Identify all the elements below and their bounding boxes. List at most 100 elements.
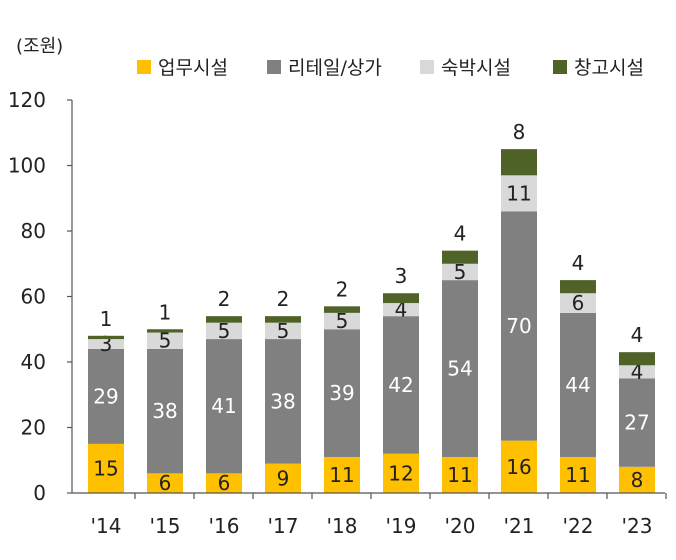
bar-stack: 15 29 31 [88,307,124,493]
data-label: 41 [211,394,236,418]
data-label: 9 [277,466,290,490]
bar-stack: 11 39 5 2 [324,277,360,493]
data-label: 8 [513,120,526,144]
bar-segment [88,339,124,349]
x-tick-label: '15 [150,514,181,538]
bar-segment [619,466,655,493]
legend-label: 업무시설 [158,57,228,79]
legend-item: 숙박시설 [420,57,511,79]
data-label: 5 [218,319,231,343]
x-tick-label: '20 [445,514,476,538]
data-label: 5 [336,309,349,333]
bar-segment [560,456,596,493]
bar-segment [324,456,360,493]
bar-stack: 6 38 5 1 [147,300,183,495]
data-label: 29 [93,384,118,408]
bar-segment [88,335,124,340]
bar-segment [442,250,478,264]
bar-segment [442,280,478,457]
bar-segment [501,149,537,176]
data-label: 5 [454,260,467,284]
legend-label: 숙박시설 [441,57,511,79]
data-label: 4 [395,298,408,322]
data-label: 70 [506,314,531,338]
y-tick-label: 0 [33,481,46,505]
legend-swatch [553,60,567,74]
bar-segment [560,280,596,294]
data-label: 2 [336,277,349,301]
bar-stack: 8 27 4 4 [619,323,655,493]
y-tick-label: 100 [8,154,46,178]
data-label: 12 [388,461,413,485]
data-label: 16 [506,455,531,479]
bars: 1529316385164152938521139521242431154541… [88,120,655,495]
data-label: 39 [329,381,354,405]
bar-segment [501,175,537,212]
data-label: 11 [447,463,472,487]
x-tick-label: '22 [563,514,594,538]
data-label: 54 [447,357,472,381]
legend-swatch [137,60,151,74]
bar-segment [383,303,419,317]
legend: 업무시설 리테일/상가 숙박시설 창고시설 [137,57,644,79]
bar-segment [206,339,242,474]
bar-segment [265,322,301,340]
bar-segment [619,365,655,379]
bar-segment [560,293,596,313]
legend-item: 창고시설 [553,57,644,79]
data-label: 42 [388,373,413,397]
data-label: 11 [506,181,531,205]
bar-stack: 16 70 11 8 [501,120,537,493]
data-label: 5 [277,319,290,343]
x-tick-label: '18 [327,514,358,538]
bar-segment [206,316,242,323]
bar-segment [324,329,360,457]
x-tick-label: '16 [209,514,240,538]
data-label: 4 [454,222,467,246]
data-label: 2 [277,287,290,311]
x-tick-label: '21 [504,514,535,538]
data-label: 38 [270,389,295,413]
unit-label: (조원) [16,36,63,57]
bar-stack: 12 42 4 3 [383,264,419,493]
y-tick-label: 20 [21,416,46,440]
legend-label: 창고시설 [574,57,644,79]
bar-segment [147,473,183,493]
data-label: 2 [218,287,231,311]
bar-segment [383,453,419,493]
y-tick-label: 40 [21,350,46,374]
x-tick-label: '14 [91,514,122,538]
data-label: 27 [624,411,649,435]
bar-segment [147,329,183,333]
bar-segment [383,293,419,304]
bar-segment [147,332,183,349]
y-tick-label: 120 [8,88,46,112]
bar-segment [383,316,419,454]
y-axis: 0 20 40 60 80 100 120 [8,88,73,505]
bar-segment [560,312,596,457]
x-tick-label: '17 [268,514,299,538]
bar-stack: 6 41 5 2 [206,287,242,495]
data-label: 44 [565,373,590,397]
bar-segment [265,339,301,464]
bar-segment [265,463,301,493]
data-label: 8 [631,468,644,492]
legend-item: 리테일/상가 [267,57,382,79]
bar-segment [501,211,537,441]
x-tick-label: '19 [386,514,417,538]
data-label: 11 [565,463,590,487]
bar-segment [206,473,242,493]
bar-segment [619,352,655,366]
bar-segment [501,440,537,493]
bar-segment [324,306,360,313]
y-tick-label: 80 [21,219,46,243]
data-label: 5 [159,329,172,353]
data-label: 4 [631,360,644,384]
data-label: 11 [329,463,354,487]
data-label: 38 [152,399,177,423]
data-label: 3 [395,264,408,288]
bar-stack: 11 44 6 4 [560,251,596,493]
bar-segment [619,378,655,467]
